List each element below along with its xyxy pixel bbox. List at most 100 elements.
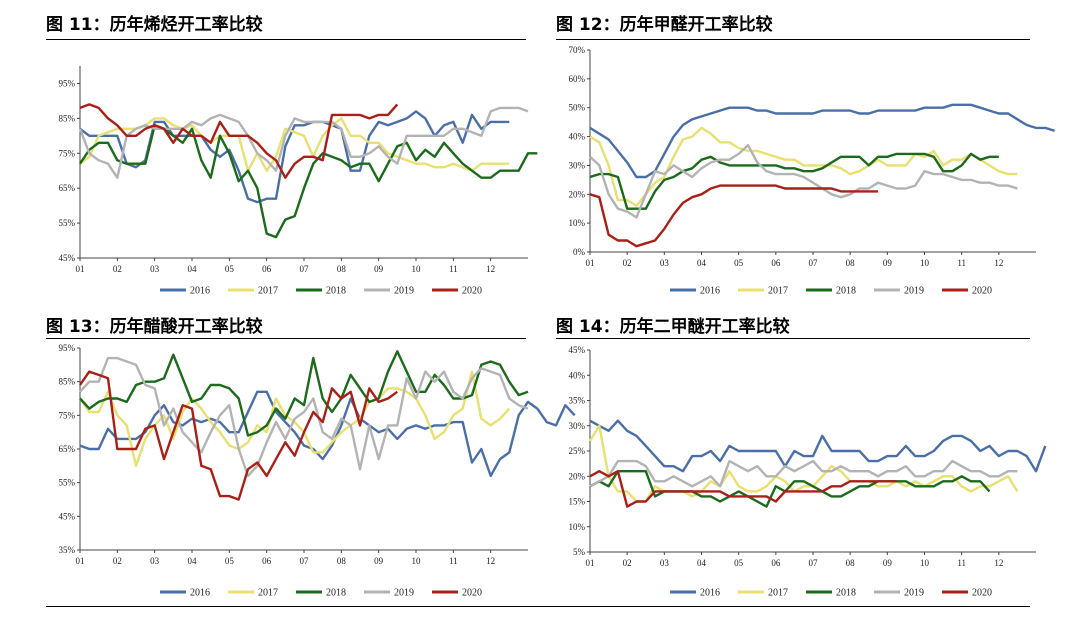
x-tick-label: 09 <box>883 258 893 268</box>
legend-label-2017: 2017 <box>768 588 788 599</box>
series-line-2016 <box>79 390 576 478</box>
x-tick-label: 10 <box>412 264 422 274</box>
x-tick-label: 06 <box>771 558 781 568</box>
x-tick-label: 08 <box>846 258 856 268</box>
x-tick-label: 03 <box>660 558 670 568</box>
y-tick-label: 45% <box>59 511 76 521</box>
legend-label-2019: 2019 <box>394 588 414 599</box>
legend-label-2020: 2020 <box>972 286 992 297</box>
series-line-2017 <box>79 370 511 468</box>
x-tick-label: 05 <box>225 264 235 274</box>
legend-label-2018: 2018 <box>836 588 856 599</box>
y-tick-label: 85% <box>59 113 76 123</box>
legend-label-2019: 2019 <box>904 588 924 599</box>
x-tick-label: 08 <box>337 264 347 274</box>
y-tick-label: 75% <box>59 148 76 158</box>
series-line-2019 <box>78 106 529 179</box>
title-rule-12 <box>556 39 1030 40</box>
series-line-2019 <box>589 459 1018 488</box>
x-tick-label: 08 <box>337 556 347 566</box>
legend-label-2016: 2016 <box>700 286 720 297</box>
legend-label-2018: 2018 <box>836 286 856 297</box>
y-tick-label: 10% <box>569 522 586 532</box>
series-line-2020 <box>589 184 878 248</box>
chart-acetic-acid-operating-rate: 35% 45% 55% 65% 75% 85% 95% 01 02 03 04 05 06 07 08 09 1… <box>59 343 576 599</box>
x-tick-label: 06 <box>771 258 781 268</box>
y-tick-label: 20% <box>569 189 586 199</box>
x-tick-label: 09 <box>374 556 384 566</box>
x-tick-label: 10 <box>920 558 930 568</box>
series-line-2019 <box>79 356 529 478</box>
x-tick-label: 10 <box>920 258 930 268</box>
x-tick-label: 10 <box>412 556 422 566</box>
legend-label-2020: 2020 <box>462 588 482 599</box>
x-tick-label: 07 <box>809 558 819 568</box>
y-tick-label: 65% <box>59 183 76 193</box>
x-tick-label: 02 <box>113 556 122 566</box>
series-line-2020 <box>79 103 399 179</box>
x-tick-label: 05 <box>734 558 744 568</box>
y-tick-label: 75% <box>59 410 76 420</box>
y-tick-label: 30% <box>569 421 586 431</box>
y-tick-label: 60% <box>569 74 586 84</box>
x-tick-label: 11 <box>449 264 458 274</box>
legend-label-2016: 2016 <box>700 588 720 599</box>
legend-label-2019: 2019 <box>904 286 924 297</box>
y-tick-label: 5% <box>573 547 586 557</box>
x-tick-label: 04 <box>697 558 707 568</box>
y-tick-label: 55% <box>59 218 76 228</box>
x-tick-label: 02 <box>623 558 632 568</box>
series-line-2018 <box>589 152 999 210</box>
x-tick-label: 03 <box>150 556 160 566</box>
chart-title-11: 图 11：历年烯烃开工率比较 <box>46 15 263 35</box>
series-line-2017 <box>79 117 510 172</box>
series-line-2018 <box>79 350 529 437</box>
series-line-2020 <box>589 469 897 508</box>
x-tick-label: 12 <box>486 264 495 274</box>
y-tick-label: 10% <box>569 218 586 228</box>
x-tick-label: 09 <box>374 264 384 274</box>
title-rule-14 <box>556 338 1030 339</box>
y-tick-label: 95% <box>59 78 76 88</box>
series-line-2016 <box>589 103 1055 179</box>
x-tick-label: 12 <box>994 258 1003 268</box>
x-tick-label: 04 <box>188 556 198 566</box>
chart-title-12: 图 12：历年甲醛开工率比较 <box>556 15 773 35</box>
chart-title-13: 图 13：历年醋酸开工率比较 <box>46 317 263 337</box>
y-tick-label: 65% <box>59 444 76 454</box>
y-tick-label: 55% <box>59 478 76 488</box>
y-tick-label: 15% <box>569 497 586 507</box>
x-tick-label: 01 <box>76 556 85 566</box>
y-tick-label: 70% <box>569 45 586 55</box>
x-tick-label: 06 <box>262 264 272 274</box>
y-tick-label: 45% <box>569 345 586 355</box>
legend-label-2019: 2019 <box>394 286 414 297</box>
legend-label-2017: 2017 <box>258 588 278 599</box>
y-tick-label: 20% <box>569 471 586 481</box>
y-tick-label: 35% <box>569 396 586 406</box>
y-tick-label: 25% <box>569 446 586 456</box>
x-tick-label: 09 <box>883 558 893 568</box>
y-tick-label: 40% <box>569 132 586 142</box>
x-tick-label: 01 <box>586 258 595 268</box>
legend-label-2018: 2018 <box>326 286 346 297</box>
x-tick-label: 01 <box>76 264 85 274</box>
chart-olefin-operating-rate: 45% 55% 65% 75% 85% 95% 01 02 03 04 05 06 07 08 09 10 11… <box>59 66 538 297</box>
x-tick-label: 07 <box>809 258 819 268</box>
x-tick-label: 07 <box>300 264 310 274</box>
x-tick-label: 12 <box>486 556 495 566</box>
legend-label-2016: 2016 <box>190 286 210 297</box>
x-tick-label: 02 <box>113 264 122 274</box>
series-line-2016 <box>589 419 1047 473</box>
x-tick-label: 06 <box>262 556 272 566</box>
legend-label-2017: 2017 <box>258 286 278 297</box>
x-tick-label: 11 <box>957 258 966 268</box>
x-tick-label: 05 <box>734 258 744 268</box>
y-tick-label: 30% <box>569 160 586 170</box>
legend-label-2017: 2017 <box>768 286 788 297</box>
legend-label-2020: 2020 <box>972 588 992 599</box>
x-tick-label: 11 <box>957 558 966 568</box>
series-line-2018 <box>589 469 991 508</box>
chart-dme-operating-rate: 5% 10% 15% 20% 25% 30% 35% 40% 45% 01 02 03 04 05 06 07… <box>569 345 1047 599</box>
x-tick-label: 04 <box>697 258 707 268</box>
